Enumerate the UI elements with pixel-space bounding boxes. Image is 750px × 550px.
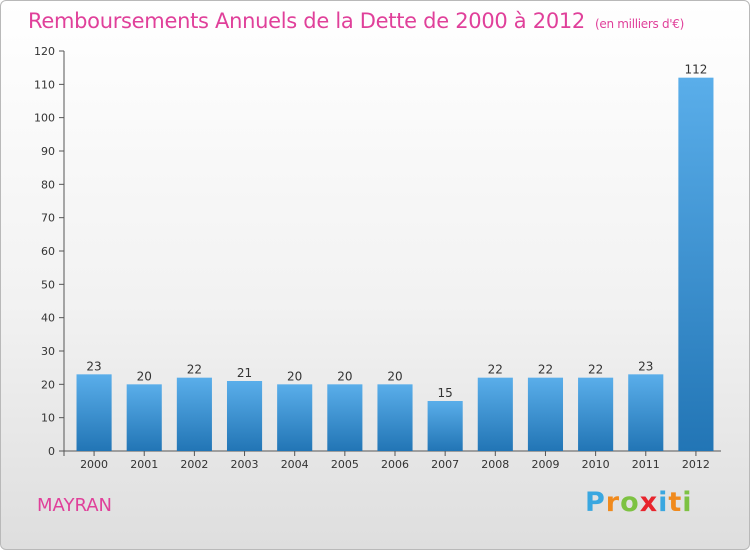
y-tick-label: 80 (41, 178, 55, 191)
x-tick-label: 2009 (531, 458, 559, 471)
bar (176, 377, 212, 451)
x-tick-label: 2008 (481, 458, 509, 471)
bar (277, 384, 313, 451)
y-tick-label: 30 (41, 345, 55, 358)
chart-title: Remboursements Annuels de la Dette de 20… (28, 9, 684, 33)
y-tick-label: 120 (34, 45, 55, 58)
bar (477, 377, 513, 451)
data-label: 15 (438, 386, 453, 400)
x-tick-label: 2005 (331, 458, 359, 471)
bar (628, 374, 664, 451)
y-tick-label: 110 (34, 78, 55, 91)
bar (527, 377, 564, 451)
x-tick-label: 2007 (431, 458, 459, 471)
x-tick-label: 2001 (130, 458, 158, 471)
bar (126, 384, 162, 451)
y-tick-label: 40 (41, 312, 55, 325)
x-tick-label: 2002 (180, 458, 208, 471)
y-tick-label: 20 (41, 378, 55, 391)
logo-letter: t (668, 487, 683, 518)
y-tick-label: 0 (48, 445, 55, 458)
logo-letter: i (682, 487, 693, 518)
data-label: 22 (187, 363, 202, 377)
data-label: 23 (86, 359, 101, 373)
bar (427, 401, 463, 451)
y-tick-label: 50 (41, 278, 55, 291)
data-label: 22 (588, 363, 603, 377)
data-label: 22 (488, 363, 503, 377)
chart-unit: (en milliers d'€) (595, 17, 685, 31)
logo-letter: x (639, 487, 659, 518)
x-tick-label: 2011 (632, 458, 660, 471)
chart-bars: 23 20 22 21 20 20 20 15 22 22 22 23 112 (76, 63, 714, 452)
logo-letter: r (605, 487, 621, 518)
y-tick-label: 60 (41, 245, 55, 258)
bar (578, 377, 614, 451)
data-label: 20 (387, 369, 402, 383)
bar (327, 384, 363, 451)
data-label: 20 (137, 369, 152, 383)
chart-axes: 0 10 20 30 40 50 60 70 80 90 100 110 120 2000 2001 2002… (34, 45, 721, 471)
x-tick-label: 2000 (80, 458, 108, 471)
x-tick-label: 2012 (682, 458, 710, 471)
chart-title-text: Remboursements Annuels de la Dette de 20… (28, 9, 585, 33)
bar (377, 384, 413, 451)
bar (678, 77, 714, 452)
data-label: 112 (684, 63, 707, 77)
data-label: 23 (638, 359, 653, 373)
data-label: 20 (287, 369, 302, 383)
x-tick-label: 2010 (582, 458, 610, 471)
x-tick-label: 2004 (281, 458, 309, 471)
y-tick-label: 70 (41, 212, 55, 225)
logo-letter: o (620, 487, 640, 518)
y-tick-label: 100 (34, 112, 55, 125)
bar (226, 381, 263, 451)
y-tick-label: 10 (41, 412, 55, 425)
data-label: 22 (538, 363, 553, 377)
logo-letter: i (658, 487, 669, 518)
data-label: 21 (237, 366, 252, 380)
x-tick-label: 2006 (381, 458, 409, 471)
y-tick-label: 90 (41, 145, 55, 158)
logo-letter: P (585, 487, 606, 518)
bar (76, 374, 112, 451)
commune-name: MAYRAN (37, 495, 112, 516)
proxiti-logo: Proxiti (585, 487, 693, 518)
x-tick-label: 2003 (231, 458, 259, 471)
data-label: 20 (337, 369, 352, 383)
